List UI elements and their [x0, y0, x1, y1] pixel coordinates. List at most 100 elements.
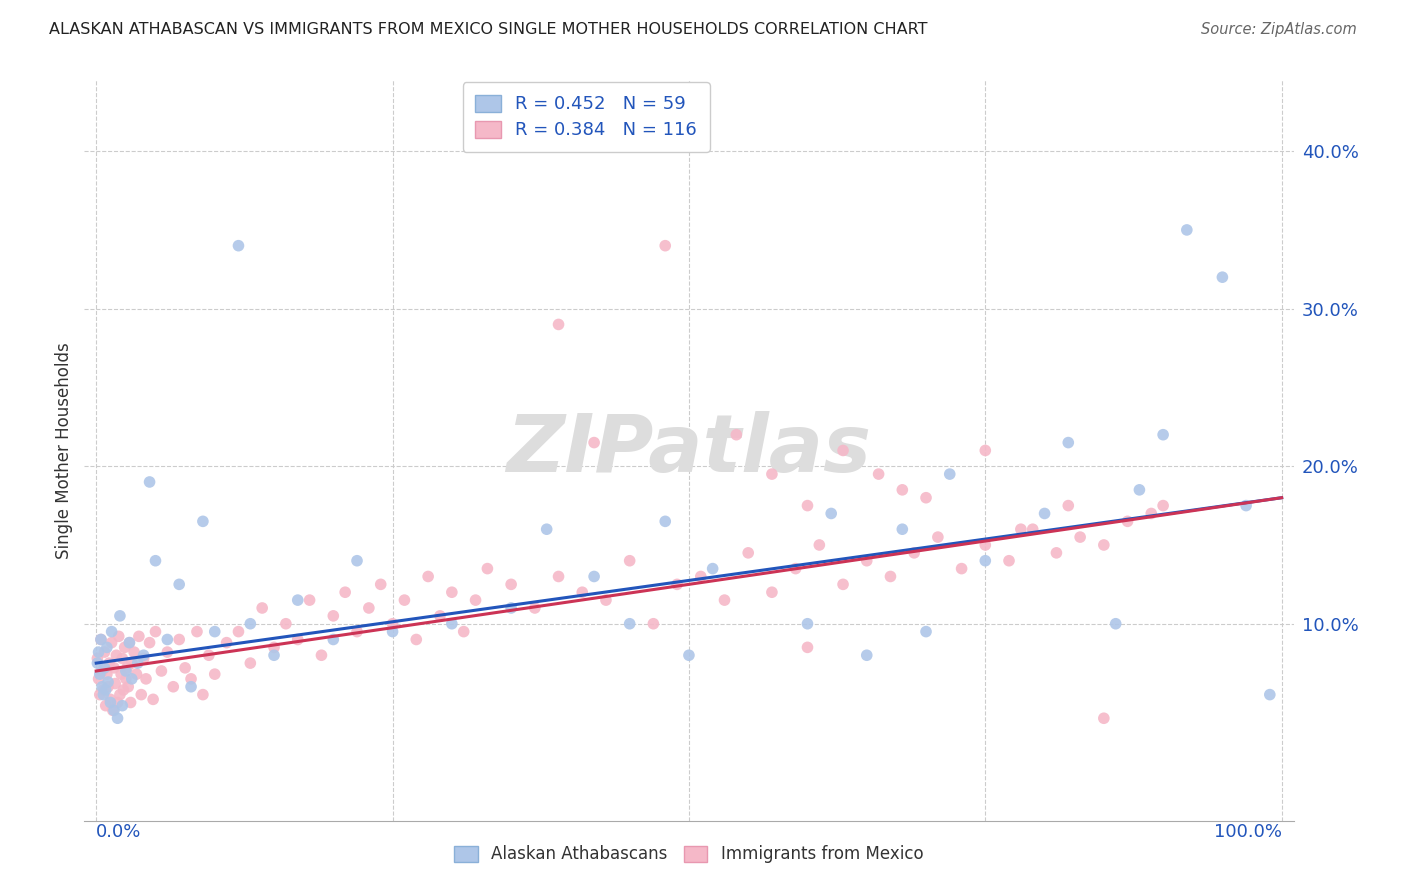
Point	[115, 664, 138, 678]
Point	[94, 698, 117, 713]
Point	[150, 664, 173, 678]
Point	[1175, 223, 1198, 237]
Point	[287, 593, 309, 607]
Text: ZIPatlas: ZIPatlas	[506, 411, 872, 490]
Point	[666, 577, 689, 591]
Point	[1116, 514, 1139, 528]
Point	[322, 632, 344, 647]
Point	[643, 616, 665, 631]
Point	[619, 616, 641, 631]
Point	[322, 608, 344, 623]
Point	[120, 696, 142, 710]
Point	[298, 593, 321, 607]
Point	[89, 667, 111, 681]
Point	[100, 635, 122, 649]
Point	[440, 616, 463, 631]
Point	[87, 645, 110, 659]
Point	[702, 561, 724, 575]
Point	[1234, 499, 1257, 513]
Point	[118, 635, 141, 649]
Point	[464, 593, 486, 607]
Point	[346, 624, 368, 639]
Point	[950, 561, 973, 575]
Point	[689, 569, 711, 583]
Point	[93, 661, 115, 675]
Point	[100, 692, 122, 706]
Point	[100, 624, 122, 639]
Y-axis label: Single Mother Households: Single Mother Households	[55, 343, 73, 558]
Point	[619, 554, 641, 568]
Point	[128, 629, 150, 643]
Point	[110, 667, 132, 681]
Point	[429, 608, 451, 623]
Point	[90, 632, 112, 647]
Point	[228, 238, 250, 252]
Point	[927, 530, 949, 544]
Point	[891, 522, 914, 536]
Point	[1022, 522, 1045, 536]
Point	[855, 648, 877, 663]
Text: 100.0%: 100.0%	[1213, 822, 1282, 841]
Point	[583, 435, 606, 450]
Point	[115, 661, 138, 675]
Point	[104, 676, 127, 690]
Point	[725, 427, 748, 442]
Point	[96, 667, 118, 681]
Point	[138, 475, 160, 489]
Point	[239, 616, 262, 631]
Point	[198, 648, 221, 663]
Point	[86, 656, 108, 670]
Point	[191, 514, 214, 528]
Point	[1211, 270, 1233, 285]
Point	[737, 546, 759, 560]
Point	[132, 648, 155, 663]
Point	[121, 656, 143, 670]
Point	[115, 672, 138, 686]
Point	[381, 624, 404, 639]
Point	[333, 585, 356, 599]
Point	[111, 698, 134, 713]
Point	[180, 672, 202, 686]
Point	[418, 569, 440, 583]
Point	[204, 624, 226, 639]
Point	[405, 632, 427, 647]
Point	[1033, 507, 1056, 521]
Point	[108, 688, 131, 702]
Point	[477, 561, 499, 575]
Point	[138, 635, 160, 649]
Point	[357, 601, 380, 615]
Point	[796, 616, 818, 631]
Point	[94, 682, 117, 697]
Point	[167, 632, 190, 647]
Point	[204, 667, 226, 681]
Point	[86, 651, 108, 665]
Point	[90, 632, 112, 647]
Point	[191, 688, 214, 702]
Point	[1258, 688, 1281, 702]
Point	[903, 546, 925, 560]
Point	[583, 569, 606, 583]
Point	[879, 569, 901, 583]
Point	[820, 507, 842, 521]
Point	[808, 538, 831, 552]
Point	[287, 632, 309, 647]
Point	[105, 648, 128, 663]
Point	[156, 632, 179, 647]
Text: 0.0%: 0.0%	[96, 822, 142, 841]
Point	[796, 640, 818, 655]
Point	[761, 467, 783, 481]
Point	[162, 680, 184, 694]
Point	[915, 491, 938, 505]
Point	[122, 645, 145, 659]
Point	[311, 648, 333, 663]
Point	[250, 601, 273, 615]
Point	[93, 645, 115, 659]
Point	[868, 467, 890, 481]
Point	[346, 554, 368, 568]
Point	[118, 635, 141, 649]
Point	[145, 624, 167, 639]
Point	[239, 656, 262, 670]
Point	[121, 672, 143, 686]
Point	[156, 645, 179, 659]
Point	[96, 640, 118, 655]
